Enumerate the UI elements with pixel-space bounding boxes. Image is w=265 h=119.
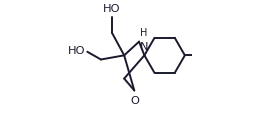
Text: H: H bbox=[140, 28, 148, 38]
Text: HO: HO bbox=[68, 46, 86, 56]
Text: O: O bbox=[130, 96, 139, 106]
Text: N: N bbox=[140, 42, 148, 52]
Text: HO: HO bbox=[103, 4, 120, 14]
